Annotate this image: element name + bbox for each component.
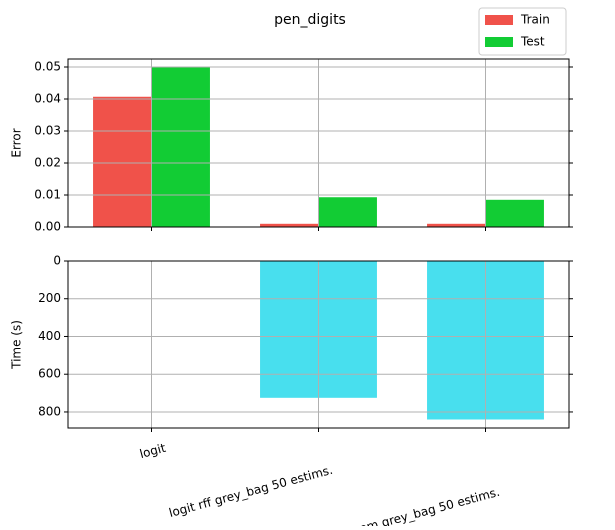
y-tick-label: 0.00 [34, 220, 61, 234]
y-tick-label: 0.04 [34, 92, 61, 106]
y-tick-label: 0.01 [34, 188, 61, 202]
legend-swatch [485, 15, 513, 25]
y-tick-label: 400 [38, 329, 61, 343]
y-tick-label: 0.02 [34, 156, 61, 170]
y-tick-label: 0.03 [34, 124, 61, 138]
bar [486, 200, 544, 227]
bar [93, 97, 151, 227]
y-tick-label: 0.05 [34, 60, 61, 74]
y-tick-label: 800 [38, 404, 61, 418]
legend-label: Train [520, 13, 550, 27]
y-axis-label: Time (s) [10, 320, 24, 370]
y-tick-label: 0 [53, 254, 61, 268]
y-tick-label: 200 [38, 291, 61, 305]
y-tick-label: 600 [38, 367, 61, 381]
legend-label: Test [520, 35, 545, 49]
legend-swatch [485, 37, 513, 47]
bar [319, 197, 377, 227]
y-axis-label: Error [10, 128, 24, 157]
bar [152, 67, 210, 227]
chart-title: pen_digits [274, 12, 346, 28]
